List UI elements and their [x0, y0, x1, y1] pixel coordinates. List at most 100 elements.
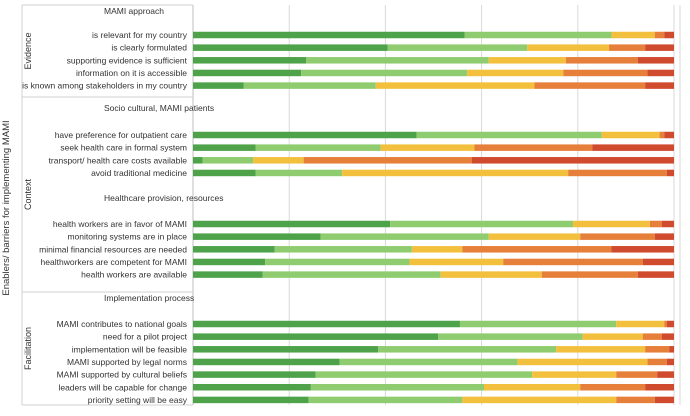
category-label: is relevant for my country [92, 30, 188, 40]
bar-segment [601, 131, 660, 139]
category-label: avoid traditional medicine [91, 168, 187, 178]
category-label: need for a pilot project [103, 332, 188, 342]
bar-segment [645, 82, 674, 89]
bar-segment [657, 371, 674, 378]
bar-segment [637, 57, 674, 64]
bar-segment [467, 69, 564, 77]
bar-segment [568, 169, 667, 177]
bar-segment [582, 333, 643, 340]
bar-segment [202, 157, 254, 164]
bar-segment [193, 320, 460, 328]
bar-segment [387, 44, 528, 51]
bar-segment [661, 333, 674, 340]
bar-segment [459, 320, 617, 328]
bar-segment [303, 157, 472, 164]
bar-segment [664, 131, 674, 139]
bar-segment [637, 271, 674, 278]
bar-segment [654, 31, 665, 39]
bar-segment [274, 246, 412, 253]
bar-segment [193, 233, 321, 240]
bar-segment [669, 346, 674, 353]
bar-segment [255, 144, 381, 151]
bar-segment [193, 69, 302, 77]
bar-segment [380, 144, 475, 151]
bar-segment [611, 246, 674, 253]
bar-segment [534, 82, 646, 89]
category-label: health workers are available [81, 270, 187, 280]
axis-title: Enablers/ barriers for implementing MAMI [1, 120, 12, 295]
bar-segment [474, 144, 593, 151]
bar-segment [375, 82, 535, 89]
category-label: health workers are in favor of MAMI [53, 219, 187, 229]
bar-segment [517, 358, 648, 366]
bar-segment [611, 31, 655, 39]
section-heading: Implementation process [104, 293, 194, 303]
bar-segment [649, 220, 662, 228]
bar-segment [301, 69, 468, 77]
bars-layer [193, 31, 674, 404]
bar-segment [462, 396, 617, 404]
bar-segment [262, 271, 441, 278]
bar-segment [193, 220, 391, 228]
bar-segment [342, 169, 569, 177]
bar-segment [243, 82, 376, 89]
section-heading: Socio cultural, MAMI patients [104, 103, 214, 113]
bar-segment [308, 396, 463, 404]
bar-segment [572, 220, 650, 228]
bar-segment [647, 358, 667, 366]
bar-segment [616, 371, 658, 378]
category-label: MAMI supported by legal norms [67, 357, 187, 367]
bar-segment [527, 44, 610, 51]
group-label: Context [23, 178, 33, 210]
bar-segment [464, 31, 612, 39]
bar-segment [193, 144, 256, 151]
category-label: supporting evidence is sufficient [67, 55, 188, 65]
bar-segment [580, 384, 646, 391]
bar-segment [416, 131, 602, 139]
category-label: information on it is accessible [76, 68, 187, 78]
category-label: MAMI contributes to national goals [57, 319, 187, 329]
bar-segment [193, 384, 311, 391]
bar-segment [193, 258, 266, 266]
bar-segment [592, 144, 674, 151]
category-label: priority setting will be easy [88, 395, 188, 405]
section-heading: MAMI approach [104, 6, 164, 16]
bar-segment [616, 396, 655, 404]
bar-segment [645, 44, 674, 51]
bar-segment [654, 233, 674, 240]
bar-segment [390, 220, 573, 228]
bar-segment [193, 169, 256, 177]
bar-segment [306, 57, 489, 64]
bar-segment [565, 57, 638, 64]
bar-segment [664, 320, 667, 328]
bar-segment [659, 131, 665, 139]
bar-segment [503, 258, 643, 266]
bar-segment [193, 246, 275, 253]
category-label: minimal financial resources are needed [39, 244, 187, 254]
bar-segment [440, 271, 542, 278]
category-label: transport/ health care costs available [49, 155, 188, 165]
bar-segment [647, 69, 674, 77]
bar-segment [488, 233, 581, 240]
bar-segment [193, 31, 465, 39]
group-label: Facilitation [23, 327, 33, 370]
bar-segment [193, 82, 244, 89]
category-label: leaders will be capable for change [58, 382, 187, 392]
bar-segment [315, 371, 533, 378]
bar-segment [661, 220, 674, 228]
bar-segment [193, 358, 340, 366]
bar-segment [193, 371, 316, 378]
category-label: seek health care in formal system [60, 143, 187, 153]
group-label: Evidence [23, 32, 33, 69]
bar-segment [488, 57, 566, 64]
bar-segment [265, 258, 410, 266]
bar-segment [411, 246, 463, 253]
bar-segment [645, 346, 670, 353]
bar-segment [339, 358, 518, 366]
bar-segment [253, 157, 304, 164]
bar-segment [462, 246, 612, 253]
category-label: healthworkers are competent for MAMI [41, 257, 187, 267]
labels-layer: Evidence MAMI approach is relevant for my … [22, 6, 223, 405]
bar-segment [666, 169, 674, 177]
